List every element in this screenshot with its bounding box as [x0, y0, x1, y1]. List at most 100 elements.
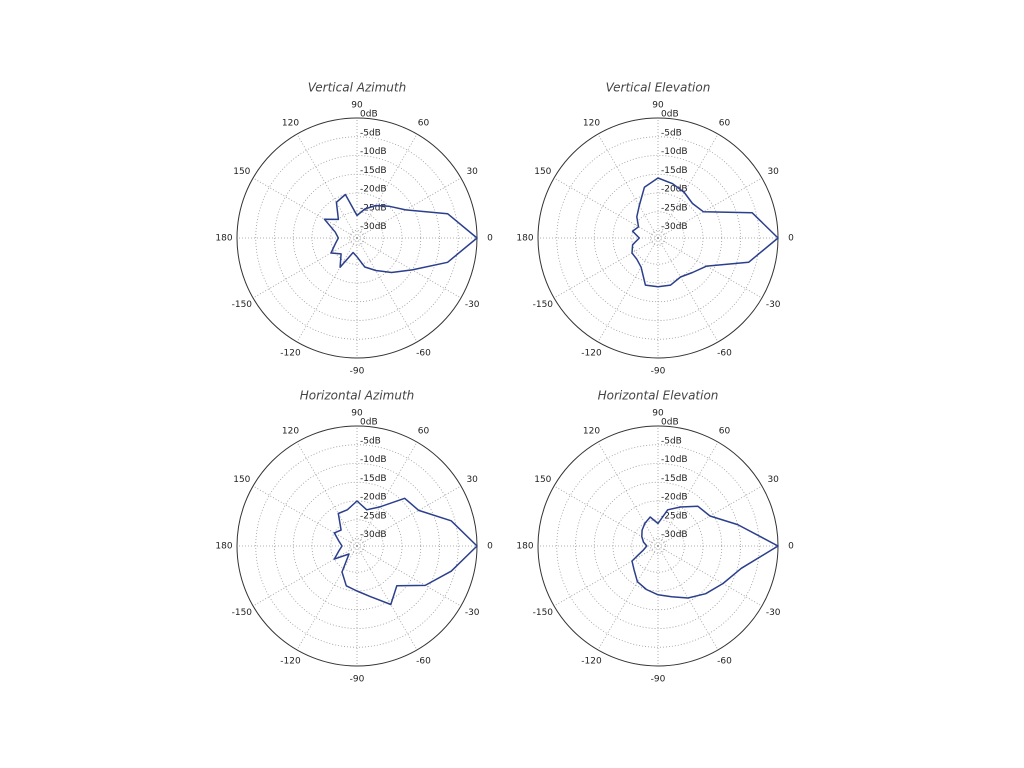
angle-tick-label: 60 — [719, 118, 731, 128]
radial-tick-label: -10dB — [360, 455, 387, 465]
grid-ring — [612, 500, 704, 592]
grid-ring — [311, 192, 403, 284]
grid-ring — [274, 463, 440, 629]
pattern-line — [323, 193, 478, 274]
grid-spoke — [657, 237, 719, 343]
angle-tick-label: -120 — [280, 657, 301, 667]
angle-tick-label: -90 — [651, 367, 666, 377]
angle-tick-label: 150 — [534, 167, 551, 177]
grid-ring — [311, 500, 403, 592]
chart-title: Vertical Azimuth — [308, 81, 406, 95]
angle-tick-label: 180 — [516, 234, 533, 244]
angle-tick-label: 30 — [767, 167, 779, 177]
angle-tick-label: 60 — [719, 426, 731, 436]
angle-tick-label: -60 — [717, 657, 732, 667]
grid-spoke — [657, 441, 719, 547]
grid-spoke — [657, 545, 763, 607]
radial-tick-label: -20dB — [661, 493, 688, 503]
angle-tick-label: -120 — [280, 349, 301, 359]
grid-spoke — [657, 177, 763, 239]
grid-spoke — [657, 133, 719, 239]
radial-tick-label: -5dB — [661, 128, 682, 138]
radial-tick-label: -10dB — [661, 147, 688, 157]
grid-ring — [575, 463, 741, 629]
grid-ring — [593, 481, 723, 611]
grid-ring — [292, 173, 422, 303]
angle-tick-label: 30 — [767, 475, 779, 485]
radial-tick-label: 0dB — [360, 418, 378, 428]
grid-ring — [255, 136, 459, 340]
grid-spoke — [356, 237, 462, 299]
angle-tick-label: 120 — [583, 426, 600, 436]
angle-tick-label: 180 — [215, 542, 232, 552]
radial-tick-label: -15dB — [661, 474, 688, 484]
angle-tick-label: -120 — [581, 349, 602, 359]
radial-tick-label: -25dB — [661, 511, 688, 521]
grid-ring — [349, 538, 365, 554]
radial-tick-label: -30dB — [661, 530, 688, 540]
angle-tick-label: 150 — [233, 167, 250, 177]
angle-tick-label: -90 — [651, 675, 666, 685]
grid-spoke — [296, 237, 358, 343]
grid-ring — [650, 230, 666, 246]
angle-tick-label: -120 — [581, 657, 602, 667]
angle-tick-label: 90 — [652, 409, 664, 419]
radial-tick-label: -30dB — [360, 222, 387, 232]
angle-tick-label: 90 — [652, 101, 664, 111]
pattern-line — [333, 497, 478, 606]
grid-spoke — [553, 545, 659, 607]
chart-title: Horizontal Elevation — [598, 389, 719, 403]
angle-tick-label: 180 — [516, 542, 533, 552]
angle-tick-label: -150 — [232, 608, 253, 618]
grid-ring — [556, 444, 760, 648]
radial-tick-label: -20dB — [360, 185, 387, 195]
radial-tick-label: -15dB — [360, 166, 387, 176]
angle-tick-label: -150 — [533, 608, 554, 618]
radial-tick-label: -5dB — [360, 436, 381, 446]
grid-spoke — [296, 545, 358, 651]
grid-spoke — [553, 177, 659, 239]
grid-spoke — [553, 237, 659, 299]
angle-tick-label: 150 — [233, 475, 250, 485]
radial-tick-label: -5dB — [661, 436, 682, 446]
angle-tick-label: 30 — [466, 167, 478, 177]
grid-ring — [330, 211, 384, 265]
grid-spoke — [356, 545, 462, 607]
angle-tick-label: 150 — [534, 475, 551, 485]
grid-ring — [255, 444, 459, 648]
grid-ring — [631, 211, 685, 265]
angle-tick-label: -30 — [766, 608, 781, 618]
grid-spoke — [597, 133, 659, 239]
angle-tick-label: -60 — [717, 349, 732, 359]
grid-spoke — [657, 237, 763, 299]
grid-spoke — [597, 237, 659, 343]
grid-ring — [556, 136, 760, 340]
grid-ring — [292, 481, 422, 611]
angle-tick-label: 60 — [418, 426, 430, 436]
grid-spoke — [296, 133, 358, 239]
angle-tick-label: -90 — [350, 675, 365, 685]
angle-tick-label: 120 — [282, 426, 299, 436]
grid-ring — [631, 519, 685, 573]
angle-tick-label: 90 — [351, 101, 363, 111]
radial-tick-label: -15dB — [360, 474, 387, 484]
grid-spoke — [553, 485, 659, 547]
grid-spoke — [356, 237, 418, 343]
pattern-line — [631, 177, 779, 288]
radial-tick-label: -30dB — [360, 530, 387, 540]
radial-tick-label: 0dB — [661, 418, 679, 428]
angle-tick-label: 60 — [418, 118, 430, 128]
angle-tick-label: -30 — [465, 300, 480, 310]
angle-tick-label: 90 — [351, 409, 363, 419]
angle-tick-label: 0 — [788, 542, 794, 552]
grid-spoke — [252, 177, 358, 239]
radial-tick-label: -10dB — [661, 455, 688, 465]
angle-tick-label: -150 — [533, 300, 554, 310]
grid-ring — [330, 519, 384, 573]
radial-tick-label: 0dB — [360, 110, 378, 120]
angle-tick-label: 120 — [282, 118, 299, 128]
radial-tick-label: -10dB — [360, 147, 387, 157]
grid-spoke — [356, 441, 418, 547]
radial-tick-label: -5dB — [360, 128, 381, 138]
